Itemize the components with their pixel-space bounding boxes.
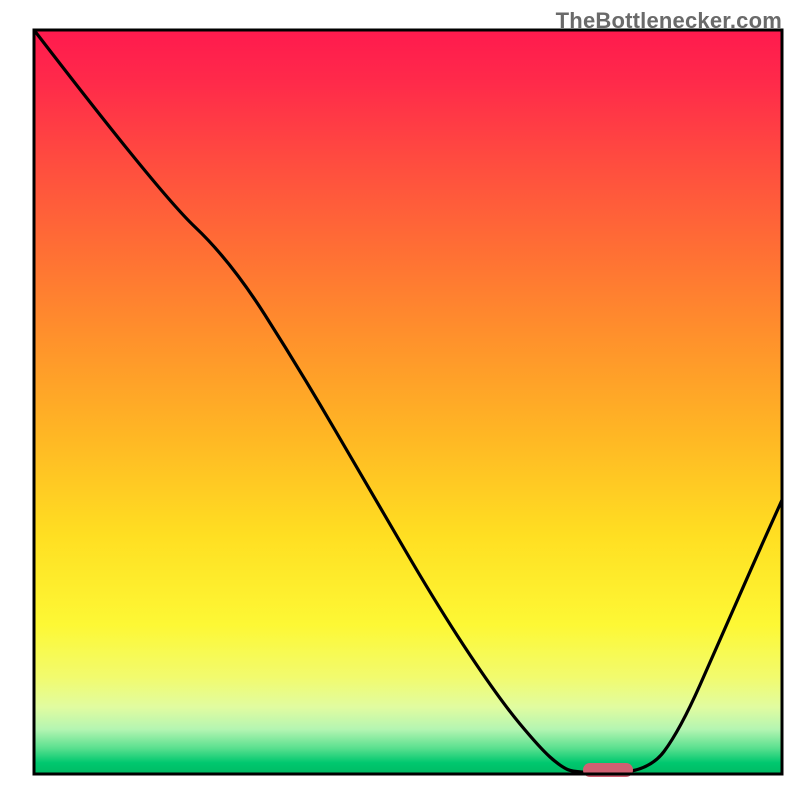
gradient-background <box>34 30 782 774</box>
gradient-line-chart <box>0 0 800 800</box>
watermark-text: TheBottlenecker.com <box>556 8 782 34</box>
chart-area <box>0 0 800 800</box>
